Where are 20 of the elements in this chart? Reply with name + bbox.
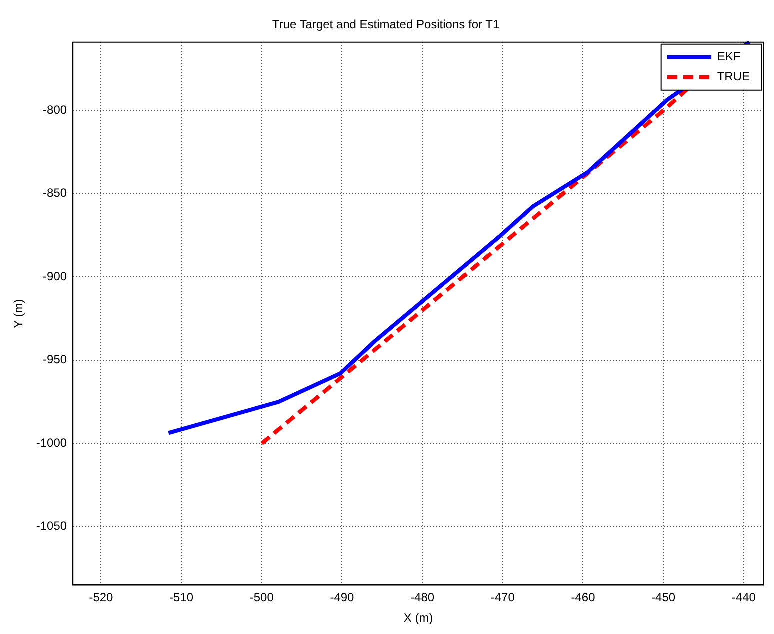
y-tick-label: -800 [43,102,68,117]
x-tick-label: -490 [330,590,355,605]
y-axis-title: Y (m) [12,299,26,328]
x-tick-label: -460 [571,590,596,605]
legend-label: TRUE [717,70,750,84]
x-tick-label: -450 [652,590,676,605]
y-tick-label: -1000 [36,436,68,450]
x-tick-label: -470 [490,590,516,605]
x-tick-label: -510 [170,590,194,605]
x-tick-label: -480 [410,590,435,605]
chart-title: True Target and Estimated Positions for T1 [272,18,500,32]
legend-label: EKF [717,50,741,64]
y-tick-label: -850 [43,186,68,200]
x-tick-label: -500 [250,590,274,605]
x-tick-label: -520 [89,590,114,605]
y-tick-label: -950 [43,352,68,367]
y-tick-label: -900 [43,269,68,284]
x-tick-label: -440 [732,590,756,605]
y-tick-label: -1050 [36,519,68,534]
x-axis-title: X (m) [404,611,434,626]
